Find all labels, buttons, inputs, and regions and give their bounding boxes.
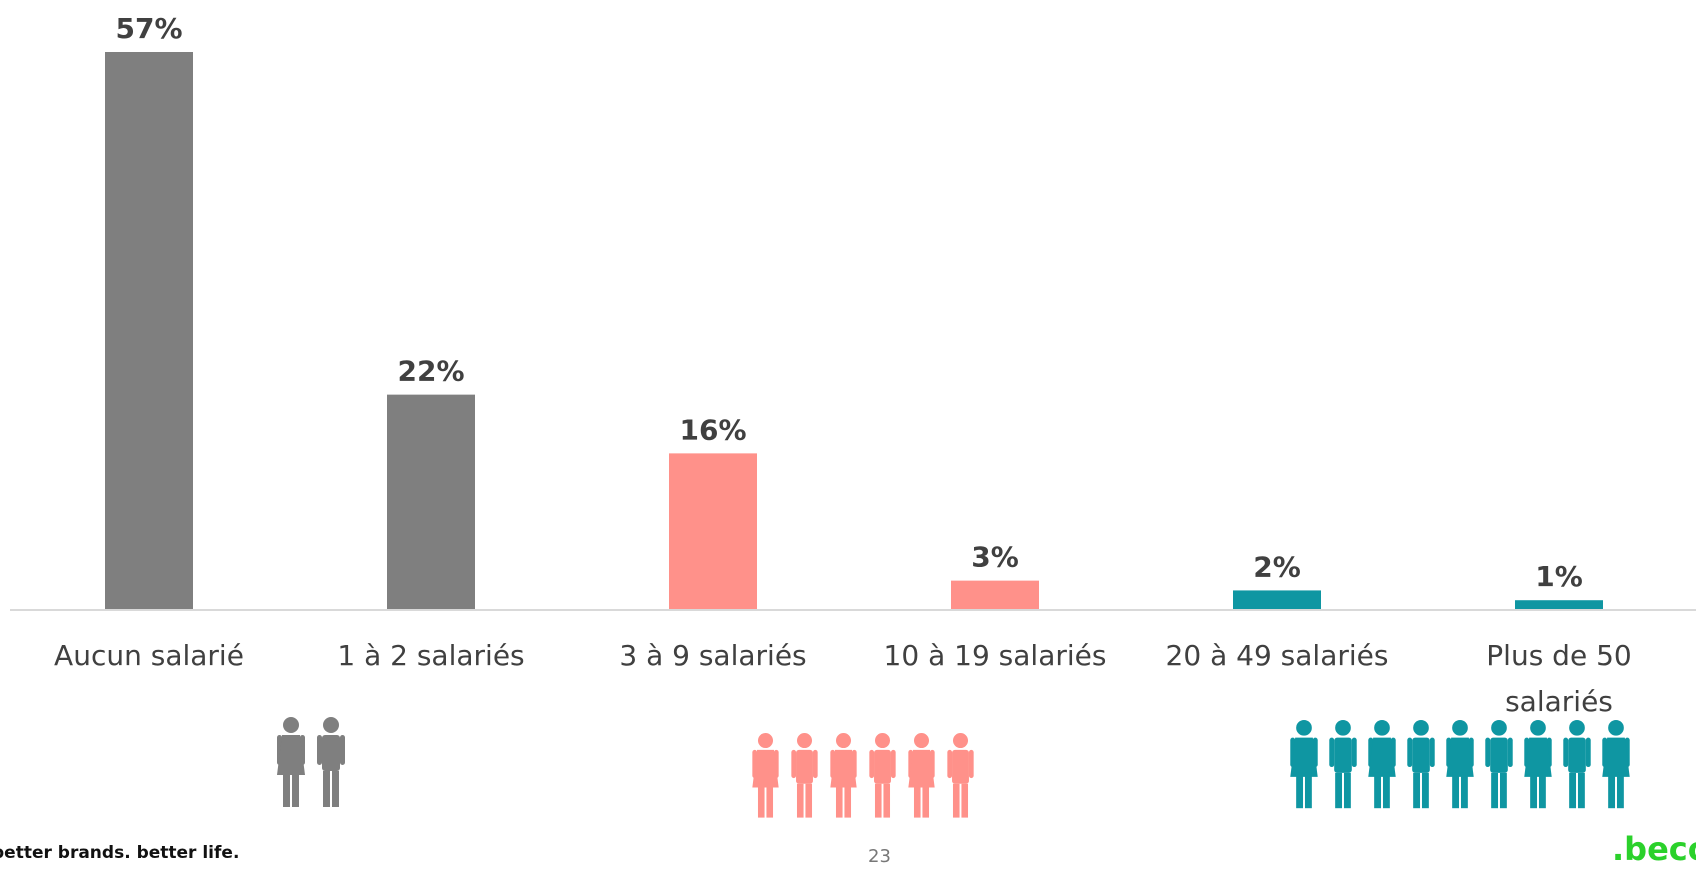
category-label: 20 à 49 salariés [1166, 639, 1389, 672]
category-label: 3 à 9 salariés [619, 639, 806, 672]
large-group-icon [1290, 720, 1630, 809]
bar-20-a-49-salaries [1233, 590, 1321, 610]
data-label: 22% [397, 355, 464, 388]
data-label: 16% [679, 413, 746, 446]
bar-aucun-salarie [105, 52, 193, 610]
page-number: 23 [868, 846, 891, 867]
category-label: Aucun salarié [54, 639, 244, 672]
data-label: 2% [1253, 550, 1301, 583]
two-people-icon [277, 717, 345, 807]
people-icons-group [277, 717, 1630, 818]
bars-group [105, 52, 1603, 610]
category-label: Plus de 50 salariés [1486, 639, 1631, 718]
category-label: 1 à 2 salariés [337, 639, 524, 672]
small-group-icon [752, 733, 974, 818]
category-label: 10 à 19 salariés [884, 639, 1107, 672]
data-label: 3% [971, 541, 1019, 574]
value-labels-group: 57% 22% 16% 3% 2% 1% [115, 12, 1582, 593]
data-label: 1% [1535, 560, 1583, 593]
bar-1-a-2-salaries [387, 394, 475, 610]
category-labels-group: Aucun salarié 1 à 2 salariés 3 à 9 salarié… [54, 639, 1632, 718]
bar-plus-de-50-salaries [1515, 600, 1603, 610]
brand-logo: .beco [1612, 830, 1696, 868]
bar-3-a-9-salaries [669, 453, 757, 610]
data-label: 57% [115, 12, 182, 45]
bar-10-a-19-salaries [951, 580, 1039, 610]
footer-tagline: better brands. better life. [0, 843, 240, 863]
